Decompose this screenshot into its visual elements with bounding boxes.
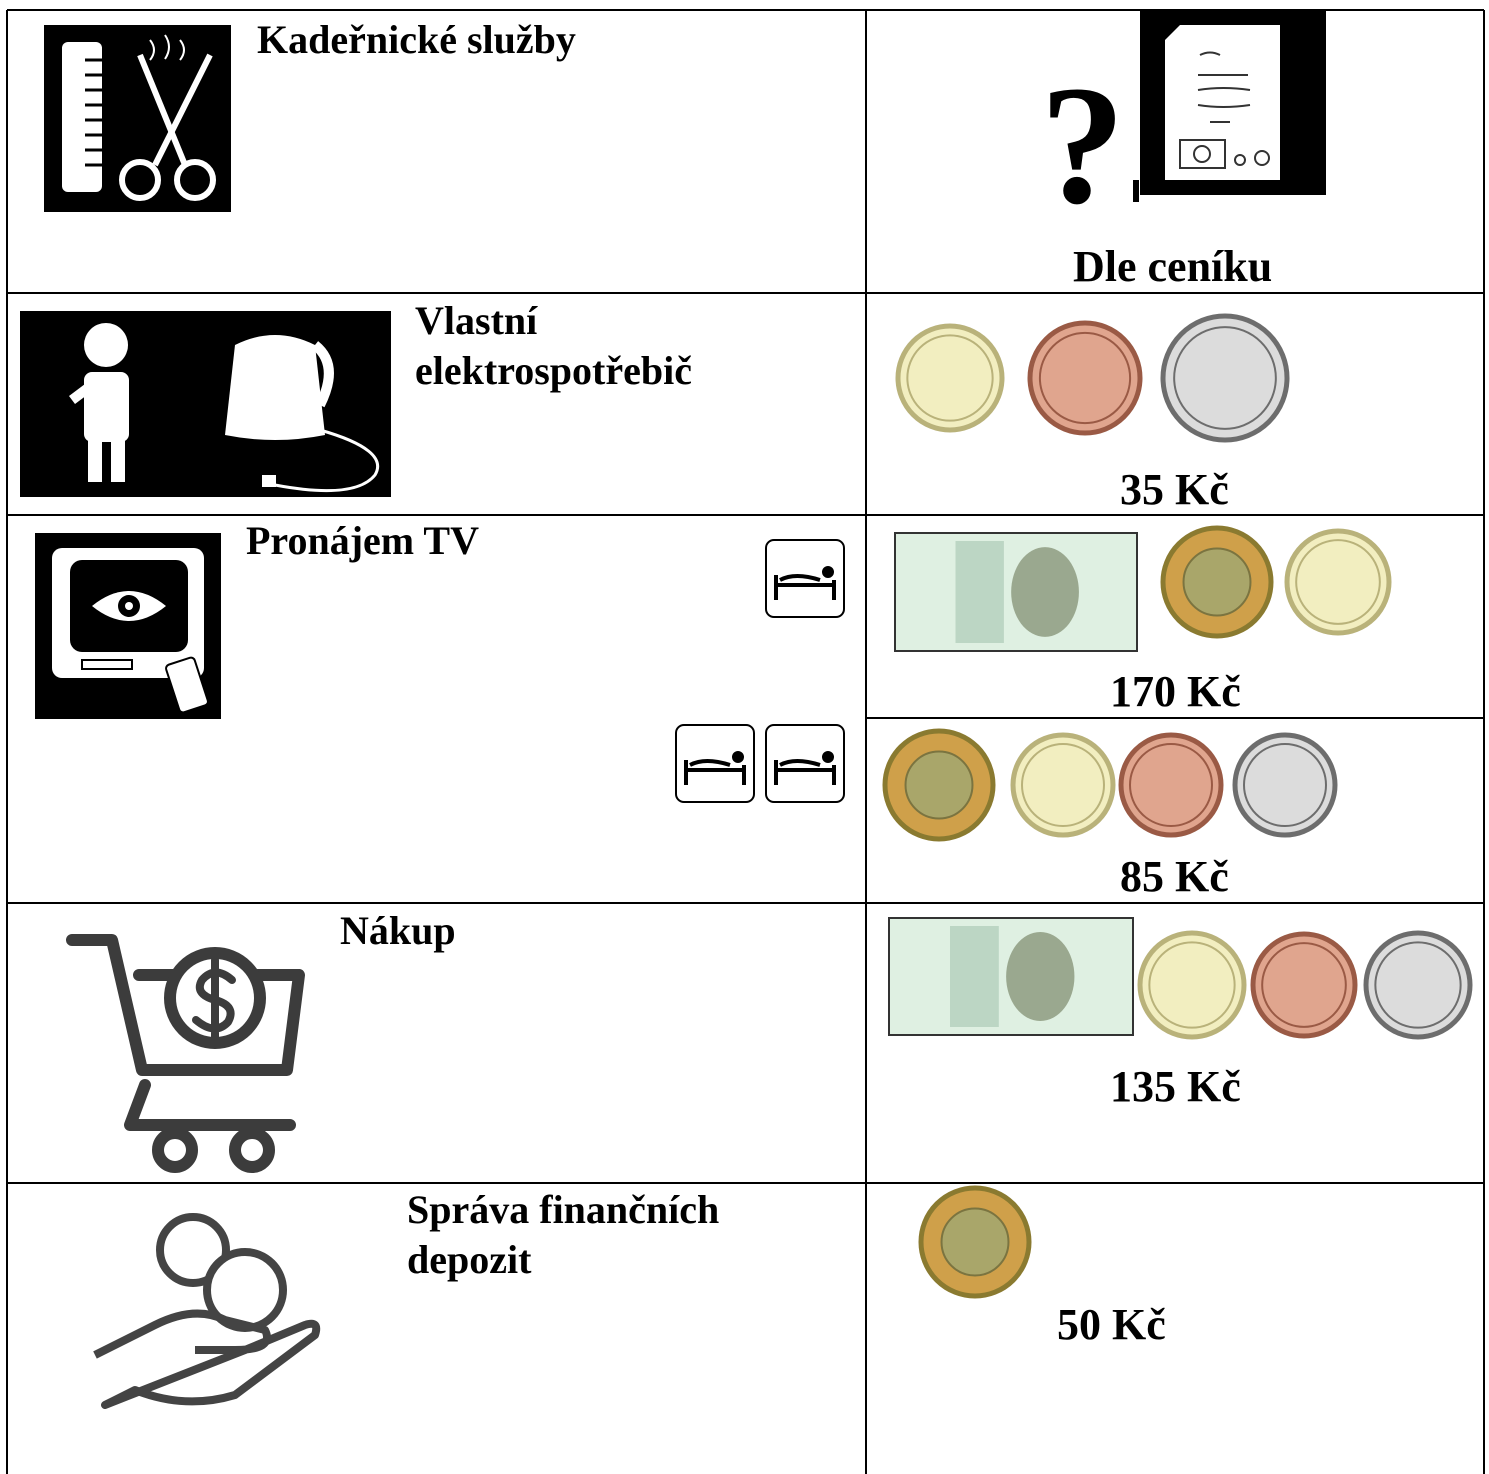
coin-body bbox=[1137, 930, 1247, 1040]
service-name: Správa finančních bbox=[407, 1187, 720, 1232]
coin bbox=[1250, 931, 1358, 1039]
coin bbox=[1137, 930, 1247, 1040]
bed-head bbox=[822, 751, 834, 763]
coin-rim bbox=[906, 334, 994, 422]
service-name: Kadeřnické služby bbox=[257, 17, 576, 62]
coin-body bbox=[1010, 732, 1116, 838]
banknote-portrait bbox=[1006, 932, 1075, 1021]
coin-body bbox=[1118, 732, 1224, 838]
bed-shape bbox=[774, 574, 836, 600]
coin-rim bbox=[1374, 941, 1462, 1029]
price: 35 Kč bbox=[1120, 465, 1229, 514]
bed-frame bbox=[675, 724, 755, 803]
coin-rim bbox=[1021, 743, 1105, 827]
hair-icon bbox=[44, 25, 231, 212]
coin bbox=[1118, 732, 1224, 838]
tv-icon bbox=[35, 533, 221, 719]
service-name: Vlastní bbox=[415, 298, 538, 343]
coin-body bbox=[1160, 313, 1290, 443]
coin-rim bbox=[1148, 941, 1236, 1029]
coin-rim bbox=[1243, 743, 1327, 827]
coin-body bbox=[1250, 931, 1358, 1039]
bed-shape bbox=[774, 759, 836, 785]
bed-head bbox=[732, 751, 744, 763]
service-name: elektrospotřebič bbox=[415, 348, 692, 393]
cart-icon bbox=[66, 934, 305, 1173]
coin bbox=[1160, 313, 1290, 443]
service-name: Nákup bbox=[340, 908, 456, 953]
bed-icon bbox=[675, 724, 755, 803]
coin bbox=[1284, 528, 1392, 636]
coin bbox=[918, 1185, 1032, 1299]
service-name: Pronájem TV bbox=[246, 518, 479, 563]
coin-body bbox=[1363, 930, 1473, 1040]
coin-center bbox=[1182, 547, 1252, 617]
price: 170 Kč bbox=[1110, 667, 1241, 716]
coin-center bbox=[940, 1207, 1010, 1277]
coin bbox=[895, 323, 1005, 433]
deposit-icon bbox=[93, 1213, 321, 1409]
price: 135 Kč bbox=[1110, 1062, 1241, 1111]
appliance-icon bbox=[20, 311, 391, 497]
coin-body bbox=[895, 323, 1005, 433]
bed-frame bbox=[765, 539, 845, 618]
pricelist-icon bbox=[1133, 10, 1326, 202]
coin-body bbox=[1027, 320, 1143, 436]
bed-icon bbox=[765, 539, 845, 618]
price-symbol: ? bbox=[1040, 51, 1125, 239]
coin-rim bbox=[1038, 331, 1132, 425]
banknote-portrait bbox=[1011, 547, 1079, 637]
banknote bbox=[888, 917, 1134, 1036]
coin-rim bbox=[1295, 539, 1381, 625]
price: 85 Kč bbox=[1120, 852, 1229, 901]
coin-rim bbox=[1261, 942, 1347, 1028]
bed-shape bbox=[684, 759, 746, 785]
service-name: depozit bbox=[407, 1237, 532, 1282]
coin-rim bbox=[1173, 326, 1277, 430]
coin bbox=[1232, 732, 1338, 838]
banknote-band bbox=[955, 541, 1004, 643]
coin bbox=[882, 728, 996, 842]
coin bbox=[1010, 732, 1116, 838]
bed-frame bbox=[765, 724, 845, 803]
bed-icons bbox=[675, 539, 845, 803]
coin bbox=[1363, 930, 1473, 1040]
price: Dle ceníku bbox=[1073, 242, 1273, 291]
coin-rim bbox=[1129, 743, 1213, 827]
banknote bbox=[894, 532, 1138, 652]
coin-body bbox=[1232, 732, 1338, 838]
banknote-band bbox=[950, 926, 999, 1027]
bed-icon bbox=[765, 724, 845, 803]
table-borders bbox=[6, 9, 1485, 1474]
bed-head bbox=[822, 566, 834, 578]
coin-body bbox=[1284, 528, 1392, 636]
money-images bbox=[882, 313, 1473, 1299]
coin-center bbox=[904, 750, 974, 820]
coin bbox=[1160, 525, 1274, 639]
coin bbox=[1027, 320, 1143, 436]
price: 50 Kč bbox=[1057, 1300, 1166, 1349]
